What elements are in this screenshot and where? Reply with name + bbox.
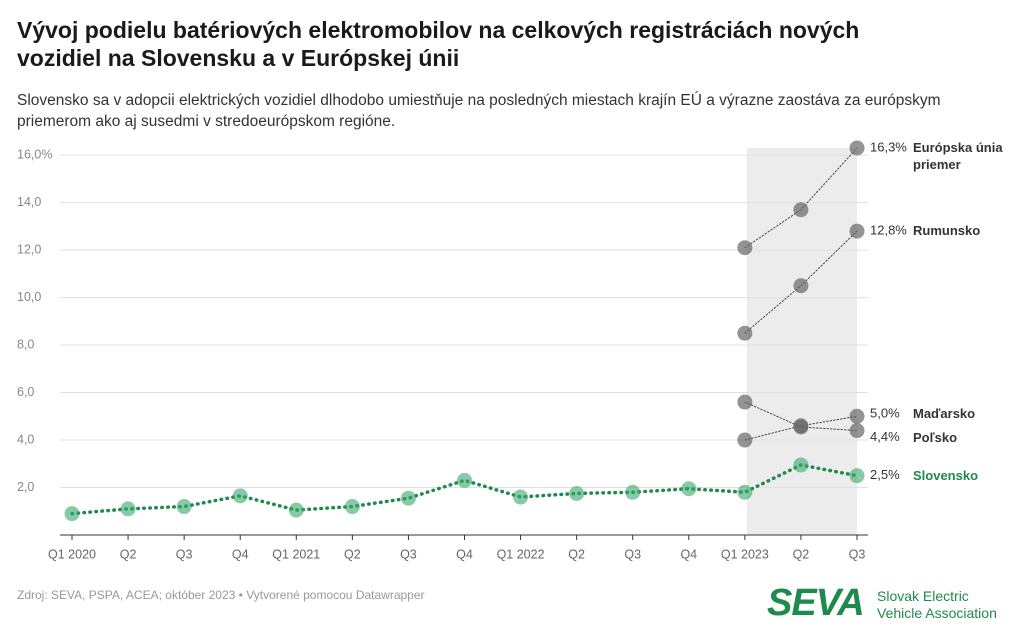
series-label: Slovensko [913,467,979,483]
point [232,488,248,504]
chart-title: Vývoj podielu batériových elektromobilov… [17,17,860,71]
point [849,468,865,484]
point [737,394,753,410]
value-label: 16,3% [870,139,907,154]
point [120,501,136,517]
series-label: Poľsko [913,429,958,445]
point [288,502,304,518]
x-tick-label: Q2 [344,547,361,561]
series-label: Rumunsko [913,223,981,239]
value-label: 2,5% [870,467,900,482]
point [400,490,416,506]
point [793,202,809,218]
logo: SEVA [767,582,865,624]
y-tick-label: 10,0 [17,290,41,304]
chart-subtitle: Slovensko sa v adopcii elektrických vozi… [17,92,941,130]
point [513,489,529,505]
point [849,408,865,424]
point [737,240,753,256]
logo-text: Vehicle Association [877,605,997,621]
point [793,419,809,435]
source: Zdroj: SEVA, PSPA, ACEA; október 2023 • … [17,588,425,602]
point [569,485,585,501]
series-label: Maďarsko [913,406,976,422]
point [737,325,753,341]
value-label: 12,8% [870,223,907,238]
x-tick-label: Q1 2021 [272,547,320,561]
point [737,432,753,448]
x-tick-label: Q3 [849,547,866,561]
x-tick-label: Q4 [680,547,697,561]
point [344,499,360,515]
y-tick-label: 14,0 [17,195,41,209]
x-tick-label: Q4 [456,547,473,561]
series-line [70,463,859,516]
x-tick-label: Q1 2020 [48,547,96,561]
value-label: 5,0% [870,406,900,421]
point [793,278,809,294]
x-tick-label: Q2 [568,547,585,561]
x-tick-label: Q2 [793,547,810,561]
x-tick-label: Q3 [624,547,641,561]
x-tick-label: Q2 [120,547,137,561]
x-tick-label: Q1 2023 [721,547,769,561]
y-tick-label: 2,0 [17,480,34,494]
x-tick-label: Q4 [232,547,249,561]
point [849,423,865,439]
point [737,484,753,500]
x-tick-label: Q3 [400,547,417,561]
point [64,506,80,522]
x-tick-label: Q1 2022 [497,547,545,561]
y-tick-label: 8,0 [17,337,34,351]
y-tick-label: 12,0 [17,242,41,256]
point [457,472,472,488]
x-tick-label: Q3 [176,547,193,561]
point [681,481,697,497]
y-tick-label: 6,0 [17,385,34,399]
series-label: Európska únia priemer [913,140,1003,172]
point [849,223,865,239]
y-tick-label: 4,0 [17,432,34,446]
point [793,457,809,473]
point [625,484,641,500]
logo-text: Slovak Electric [877,588,969,604]
point [849,140,865,156]
point [176,499,192,515]
y-tick-label: 16,0% [17,147,52,161]
value-label: 4,4% [870,429,900,444]
